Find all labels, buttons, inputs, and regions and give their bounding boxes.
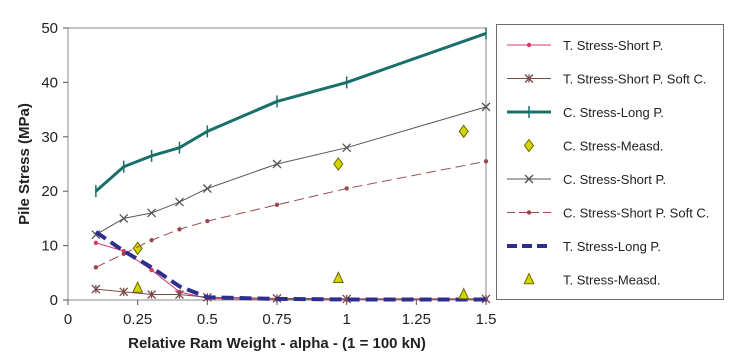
data-point bbox=[274, 202, 280, 207]
data-point bbox=[342, 294, 352, 304]
legend-label: C. Stress-Short P. Soft C. bbox=[563, 206, 709, 221]
legend-marker bbox=[523, 138, 535, 153]
x-tick-label: 1.25 bbox=[402, 311, 431, 328]
legend-marker bbox=[524, 74, 534, 83]
series-line bbox=[95, 106, 487, 236]
data-point-stroke bbox=[119, 213, 129, 223]
data-point-stroke bbox=[481, 102, 491, 112]
data-point bbox=[175, 197, 184, 207]
data-point bbox=[458, 287, 470, 300]
data-point bbox=[458, 124, 469, 139]
legend: T. Stress-Short P. T. Stress-Short P. Sof… bbox=[496, 24, 724, 300]
data-point bbox=[175, 290, 184, 300]
legend-marker-stroke bbox=[524, 174, 534, 184]
series-8 bbox=[132, 271, 470, 300]
data-point bbox=[119, 287, 129, 297]
data-point bbox=[272, 159, 282, 169]
data-point bbox=[342, 143, 352, 153]
data-point-stroke bbox=[175, 197, 184, 207]
data-point bbox=[332, 271, 344, 283]
data-point bbox=[149, 237, 154, 243]
x-tick-label: 1.5 bbox=[476, 311, 497, 328]
legend-label: T. Stress-Short P. Soft C. bbox=[563, 72, 707, 87]
data-point bbox=[147, 208, 157, 218]
data-point bbox=[121, 251, 126, 256]
x-tick-label: 0.75 bbox=[262, 311, 291, 328]
x-tick-label: 0 bbox=[64, 311, 72, 328]
data-point bbox=[481, 294, 491, 304]
legend-marker bbox=[523, 272, 535, 285]
data-point bbox=[93, 265, 99, 270]
series-7 bbox=[94, 230, 486, 302]
y-tick-label: 50 bbox=[41, 20, 58, 37]
data-point bbox=[202, 184, 212, 193]
legend-item: T. Stress-Long P. bbox=[507, 239, 661, 254]
y-tick-label: 40 bbox=[41, 74, 58, 91]
data-point bbox=[483, 159, 489, 164]
data-point bbox=[119, 213, 129, 223]
legend-item: T. Stress-Measd. bbox=[523, 272, 661, 288]
y-tick-label: 20 bbox=[41, 183, 58, 200]
x-tick-label: 0.5 bbox=[197, 311, 218, 328]
legend-item: C. Stress-Short P. Soft C. bbox=[507, 206, 709, 221]
data-point bbox=[481, 102, 491, 112]
legend-marker bbox=[526, 210, 532, 215]
y-tick-label: 10 bbox=[41, 238, 58, 255]
legend-label: T. Stress-Short P. bbox=[563, 38, 663, 53]
series-line bbox=[94, 32, 487, 193]
legend-canvas: T. Stress-Short P. T. Stress-Short P. Sof… bbox=[507, 38, 709, 288]
legend-item: C. Stress-Short P. bbox=[507, 172, 666, 187]
data-point bbox=[333, 157, 344, 171]
legend-marker bbox=[524, 174, 534, 184]
data-point-stroke bbox=[202, 184, 212, 193]
y-tick-label: 30 bbox=[41, 129, 58, 146]
legend-item: C. Stress-Measd. bbox=[523, 138, 663, 154]
data-point-stroke bbox=[272, 159, 282, 169]
legend-label: T. Stress-Measd. bbox=[563, 273, 661, 288]
legend-label: C. Stress-Long P. bbox=[563, 105, 664, 120]
series-3 bbox=[94, 27, 487, 198]
series-5 bbox=[91, 102, 491, 240]
data-point bbox=[91, 284, 101, 294]
series-layer bbox=[91, 27, 491, 304]
data-point-stroke bbox=[342, 143, 352, 153]
data-point bbox=[205, 218, 210, 224]
x-tick-label: 1 bbox=[342, 311, 350, 328]
legend-item: T. Stress-Short P. Soft C. bbox=[507, 72, 707, 87]
y-axis: 0 10 20 30 40 50 bbox=[41, 20, 68, 309]
legend-label: C. Stress-Measd. bbox=[563, 139, 663, 154]
y-axis-title: Pile Stress (MPa) bbox=[16, 103, 33, 225]
data-point bbox=[132, 280, 144, 293]
legend-label: C. Stress-Short P. bbox=[563, 172, 666, 187]
x-axis-title: Relative Ram Weight - alpha - (1 = 100 k… bbox=[128, 335, 426, 352]
legend-item: T. Stress-Short P. bbox=[507, 38, 663, 53]
legend-label: T. Stress-Long P. bbox=[563, 239, 661, 254]
x-axis: 0 0.25 0.5 0.75 1 1.25 1.5 bbox=[64, 300, 497, 328]
data-point-stroke bbox=[147, 208, 157, 218]
data-point bbox=[344, 186, 349, 191]
data-point bbox=[93, 240, 99, 246]
data-point bbox=[177, 227, 182, 232]
x-tick-label: 0.25 bbox=[123, 311, 152, 328]
data-point bbox=[147, 290, 157, 300]
legend-marker bbox=[526, 42, 532, 48]
series-line bbox=[94, 230, 486, 302]
legend-item: C. Stress-Long P. bbox=[507, 105, 664, 120]
y-tick-label: 0 bbox=[50, 292, 58, 309]
